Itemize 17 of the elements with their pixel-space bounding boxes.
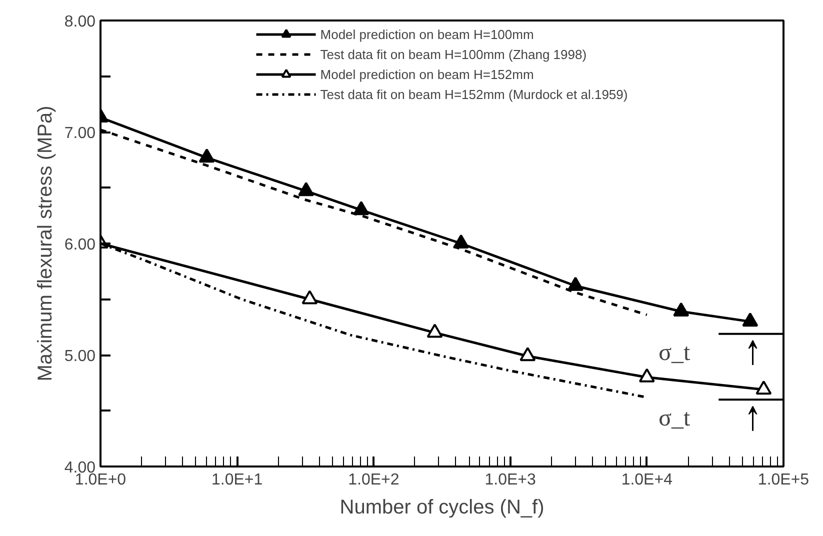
- x-tick-label: 1.0E+4: [621, 472, 673, 488]
- x-tick-label: 1.0E+1: [212, 472, 263, 488]
- x-axis-title: Number of cycles (N_f): [340, 496, 544, 518]
- ref-line-label: σ_t: [658, 340, 691, 366]
- y-tick-label: 5.00: [64, 348, 96, 365]
- y-tick-label: 8.00: [64, 14, 96, 30]
- y-tick-label: 6.00: [64, 236, 96, 254]
- legend-label: Model prediction on beam H=152mm: [320, 66, 534, 82]
- x-tick-label: 1.0E+3: [484, 472, 536, 488]
- legend-label: Test data fit on beam H=152mm (Murdock et al.1959): [320, 86, 628, 102]
- y-axis-title: Maximum flexural stress (MPa): [34, 106, 56, 382]
- x-tick-label: 1.0E+5: [758, 472, 810, 488]
- legend-label: Model prediction on beam H=100mm: [320, 26, 534, 42]
- ref-line-label: σ_t: [658, 406, 691, 432]
- y-tick-label: 7.00: [64, 125, 96, 142]
- x-tick-label: 1.0E+2: [348, 472, 400, 488]
- legend-label: Test data fit on beam H=100mm (Zhang 1998): [320, 46, 587, 62]
